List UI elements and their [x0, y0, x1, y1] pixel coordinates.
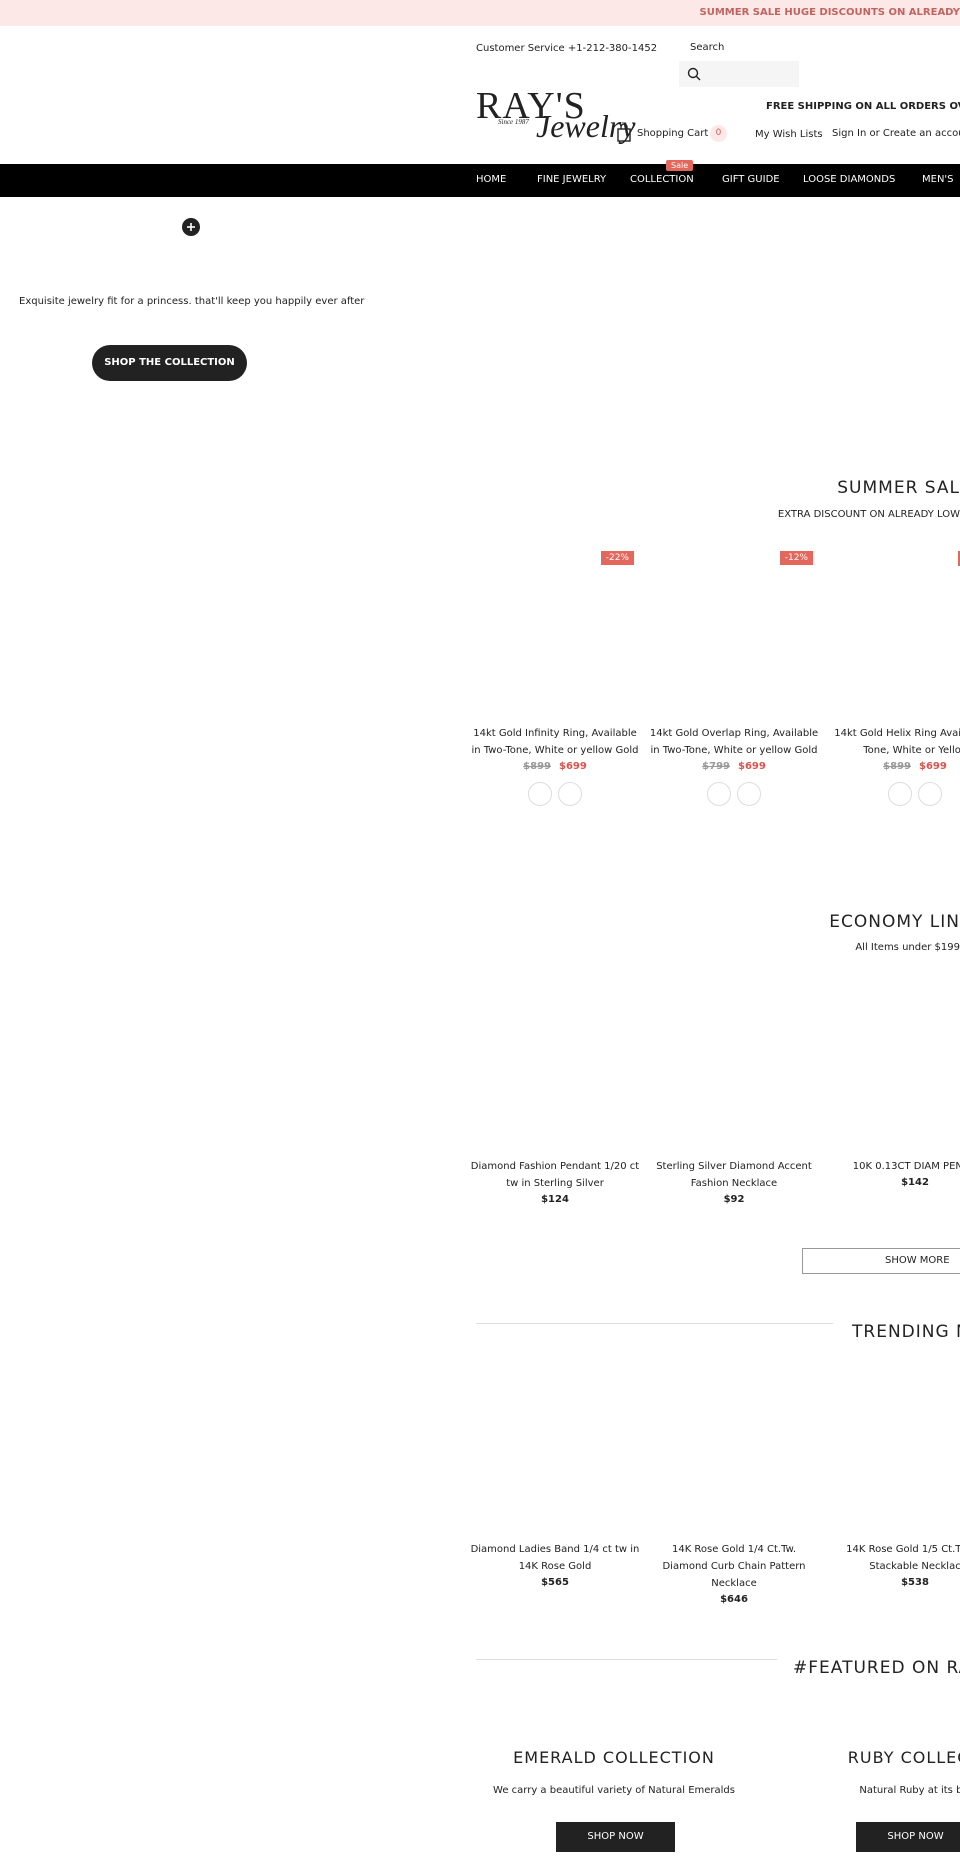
swatch[interactable]	[737, 782, 761, 806]
price: $92	[723, 1194, 745, 1205]
hero-text: Exquisite jewelry fit for a princess. th…	[19, 296, 365, 307]
product-name[interactable]: Sterling Silver Diamond Accent Fashion N…	[656, 1161, 812, 1189]
product-card[interactable]: 10K 0.13CT DIAM PENDA $142	[830, 1158, 960, 1188]
section-title: ECONOMY LIN	[829, 912, 960, 932]
product-card[interactable]: 14kt Gold Infinity Ring, Available in Tw…	[470, 725, 640, 806]
cart-label[interactable]: Shopping Cart	[637, 128, 709, 139]
nav-item[interactable]: GIFT GUIDE	[722, 174, 780, 185]
divider	[476, 1659, 777, 1660]
search-box[interactable]	[679, 61, 799, 87]
price: $646	[720, 1594, 748, 1605]
product-name[interactable]: 10K 0.13CT DIAM PENDA	[852, 1161, 960, 1172]
price: $124	[541, 1194, 569, 1205]
product-name[interactable]: Diamond Ladies Band 1/4 ct tw in 14K Ros…	[470, 1544, 640, 1572]
collection-title: EMERALD COLLECTION	[513, 1748, 715, 1767]
nav-item[interactable]: LOOSE DIAMONDS	[803, 174, 896, 185]
section-title: SUMMER SAL	[837, 478, 960, 498]
product-price: $899 $699	[883, 761, 947, 772]
product-card[interactable]: Diamond Fashion Pendant 1/20 ct tw in St…	[470, 1158, 640, 1205]
search-label: Search	[690, 42, 725, 53]
swatch[interactable]	[558, 782, 582, 806]
search-icon	[687, 67, 701, 81]
discount-badge	[958, 551, 960, 566]
wish-lists[interactable]: My Wish Lists	[755, 129, 823, 140]
show-more-button[interactable]: SHOW MORE	[802, 1248, 960, 1274]
nav-item[interactable]: FINE JEWELRY	[537, 174, 607, 185]
section-subtitle: All Items under $199	[855, 942, 960, 953]
hotspot[interactable]	[182, 218, 200, 236]
product-price: $799 $699	[702, 761, 766, 772]
sign-in[interactable]: Sign In	[832, 128, 867, 139]
price: $699	[919, 761, 947, 772]
separator: or	[869, 128, 880, 139]
product-card[interactable]: 14K Rose Gold 1/4 Ct.Tw. Diamond Curb Ch…	[649, 1541, 819, 1605]
product-name[interactable]: 14kt Gold Helix Ring Availa Two-Tone, Wh…	[834, 728, 960, 756]
customer-service: Customer Service +1-212-380-1452	[476, 43, 658, 54]
price: $142	[901, 1177, 929, 1188]
price: $538	[901, 1577, 929, 1588]
create-account[interactable]: Create an accoun	[882, 128, 960, 139]
product-card[interactable]: Sterling Silver Diamond Accent Fashion N…	[649, 1158, 819, 1205]
account-links: Sign In or Create an accoun	[832, 128, 960, 139]
product-price: $142	[901, 1177, 929, 1188]
product-name[interactable]: 14K Rose Gold 1/4 Ct.Tw. Diamond Curb Ch…	[662, 1544, 806, 1589]
collection-text: Natural Ruby at its be	[859, 1785, 960, 1796]
announcement-bar: SUMMER SALE HUGE DISCOUNTS ON ALREADY	[0, 0, 960, 26]
divider	[476, 1323, 833, 1324]
old-price: $899	[883, 761, 911, 772]
product-price: $565	[541, 1577, 569, 1588]
swatches	[707, 782, 761, 806]
cart-count: 0	[710, 125, 727, 142]
discount-badge: -12%	[779, 551, 813, 565]
product-price: $899 $699	[523, 761, 587, 772]
nav-item[interactable]: MEN'S	[922, 174, 954, 185]
swatches	[888, 782, 942, 806]
product-price: $124	[541, 1194, 569, 1205]
section-title: TRENDING NO	[852, 1322, 960, 1342]
old-price: $899	[523, 761, 551, 772]
collection-button[interactable]: SHOP NOW	[856, 1822, 960, 1852]
collection-title: RUBY COLLECT	[847, 1748, 960, 1767]
swatch[interactable]	[707, 782, 731, 806]
nav-badge: Sale	[666, 160, 694, 171]
product-card[interactable]: 14K Rose Gold 1/5 Ct.Tw. Di Stackable Ne…	[830, 1541, 960, 1588]
price: $565	[541, 1577, 569, 1588]
product-name[interactable]: 14K Rose Gold 1/5 Ct.Tw. Di Stackable Ne…	[846, 1544, 960, 1572]
nav-item[interactable]: HOME	[476, 174, 507, 185]
swatch[interactable]	[918, 782, 942, 806]
product-name[interactable]: 14kt Gold Infinity Ring, Available in Tw…	[471, 728, 639, 756]
nav-item[interactable]: COLLECTION	[630, 174, 694, 185]
nav-bar: HOME FINE JEWELRY COLLECTION GIFT GUIDE LOOS…	[0, 164, 960, 197]
logo-script: Jewelry	[536, 108, 636, 144]
announcement: SUMMER SALE HUGE DISCOUNTS ON ALREADY	[699, 7, 960, 18]
product-card[interactable]: Diamond Ladies Band 1/4 ct tw in 14K Ros…	[470, 1541, 640, 1588]
product-price: $538	[901, 1577, 929, 1588]
swatch[interactable]	[528, 782, 552, 806]
product-price: $92	[724, 1194, 745, 1205]
collection-button[interactable]: SHOP NOW	[556, 1822, 675, 1852]
discount-badge: -22%	[600, 551, 634, 565]
collection-text: We carry a beautiful variety of Natural …	[493, 1785, 735, 1796]
price: $699	[559, 761, 587, 772]
product-card[interactable]: 14kt Gold Helix Ring Availa Two-Tone, Wh…	[830, 725, 960, 806]
old-price: $799	[702, 761, 730, 772]
product-price: $646	[720, 1594, 748, 1605]
hero-button[interactable]: SHOP THE COLLECTION	[92, 345, 247, 381]
logo-name: RAY'S	[476, 85, 586, 127]
section-title: #FEATURED ON RAY'S	[793, 1658, 960, 1678]
cart-icon[interactable]	[617, 124, 631, 142]
swatch[interactable]	[888, 782, 912, 806]
swatches	[528, 782, 582, 806]
price: $699	[738, 761, 766, 772]
product-card[interactable]: 14kt Gold Overlap Ring, Available in Two…	[649, 725, 819, 806]
free-shipping: FREE SHIPPING ON ALL ORDERS OVER $30	[766, 101, 960, 112]
product-name[interactable]: Diamond Fashion Pendant 1/20 ct tw in St…	[470, 1161, 640, 1189]
logo[interactable]: RAY'S Jewelry Since 1987	[476, 84, 636, 154]
section-subtitle: EXTRA DISCOUNT ON ALREADY LOW	[777, 509, 960, 520]
logo-since: Since 1987	[498, 118, 529, 126]
product-name[interactable]: 14kt Gold Overlap Ring, Available in Two…	[649, 728, 819, 756]
